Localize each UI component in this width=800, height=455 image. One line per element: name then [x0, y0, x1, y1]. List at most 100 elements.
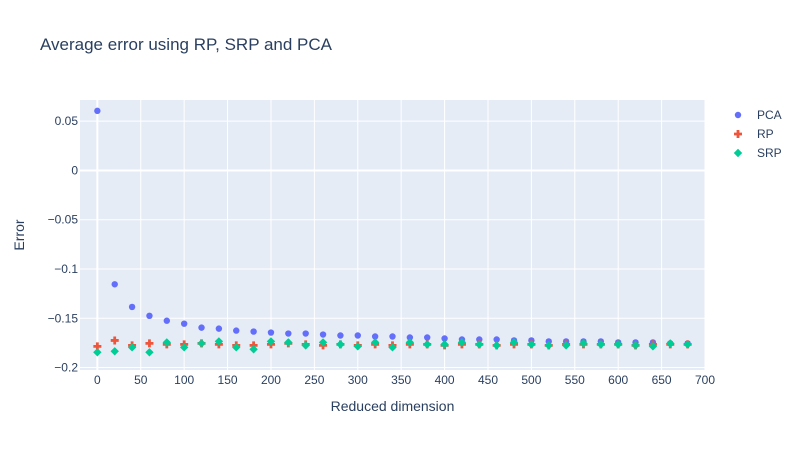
y-tick-label: −0.15	[48, 311, 79, 325]
pca-point[interactable]	[424, 334, 431, 341]
srp-point[interactable]	[266, 337, 276, 346]
x-axis-ticks: 0 50 100 150 200 250 300 350 400 450 500 550 600 650 7…	[94, 373, 715, 387]
srp-point[interactable]	[353, 342, 362, 351]
srp-point[interactable]	[370, 338, 380, 347]
chart-title: Average error using RP, SRP and PCA	[40, 35, 333, 54]
srp-point[interactable]	[492, 341, 501, 350]
x-tick-label: 650	[652, 373, 672, 387]
x-tick-label: 350	[391, 373, 411, 387]
pca-point[interactable]	[233, 327, 240, 334]
x-tick-label: 550	[565, 373, 585, 387]
srp-point[interactable]	[197, 339, 206, 348]
pca-point[interactable]	[250, 328, 257, 335]
legend-symbol[interactable]	[734, 111, 742, 119]
srp-point[interactable]	[683, 340, 692, 349]
legend-label: PCA	[757, 108, 782, 122]
srp-point[interactable]	[631, 341, 640, 350]
pca-point[interactable]	[163, 317, 171, 324]
pca-point[interactable]	[354, 332, 361, 339]
gridlines	[80, 100, 706, 370]
srp-point[interactable]	[145, 348, 154, 357]
pca-point[interactable]	[128, 303, 136, 311]
srp-point[interactable]	[579, 339, 588, 348]
srp-point[interactable]	[405, 338, 415, 347]
rp-point[interactable]	[145, 339, 154, 348]
y-tick-label: 0.05	[55, 114, 79, 128]
pca-point[interactable]	[371, 333, 379, 340]
srp-point[interactable]	[544, 341, 553, 350]
pca-point[interactable]	[285, 330, 292, 337]
pca-point[interactable]	[337, 332, 344, 339]
pca-point[interactable]	[94, 107, 101, 115]
pca-point[interactable]	[180, 320, 188, 327]
srp-point[interactable]	[440, 340, 449, 349]
srp-point[interactable]	[284, 338, 293, 347]
srp-point[interactable]	[214, 337, 224, 346]
pca-point[interactable]	[476, 336, 483, 343]
srp-point[interactable]	[509, 338, 519, 347]
pca-point[interactable]	[111, 281, 118, 288]
srp-point[interactable]	[561, 341, 571, 350]
srp-point[interactable]	[423, 340, 432, 349]
legend-symbol[interactable]	[733, 148, 743, 158]
srp-point[interactable]	[301, 341, 310, 350]
x-tick-label: 50	[134, 373, 148, 387]
rp-point[interactable]	[110, 336, 119, 345]
srp-point[interactable]	[457, 338, 467, 347]
y-tick-label: −0.1	[54, 262, 78, 276]
pca-point[interactable]	[198, 324, 205, 331]
x-axis-label: Reduced dimension	[331, 398, 455, 414]
x-tick-label: 450	[478, 373, 498, 387]
srp-point[interactable]	[596, 340, 606, 349]
srp-point[interactable]	[648, 342, 658, 351]
x-tick-label: 500	[521, 373, 541, 387]
pca-point[interactable]	[406, 334, 414, 341]
srp-point[interactable]	[162, 338, 172, 347]
srp-point[interactable]	[666, 339, 675, 348]
y-tick-label: −0.2	[54, 361, 78, 375]
legend-item-rp[interactable]: RP	[734, 127, 774, 141]
pca-point[interactable]	[319, 331, 327, 338]
srp-point[interactable]	[388, 343, 397, 352]
y-tick-label: −0.05	[48, 213, 79, 227]
srp-point[interactable]	[527, 340, 536, 349]
legend-label: SRP	[757, 146, 782, 160]
srp-point[interactable]	[232, 343, 241, 352]
y-axis-label: Error	[11, 219, 27, 250]
series-srp	[93, 337, 692, 357]
y-axis-ticks: 0.05 0 −0.05 −0.1 −0.15 −0.2	[48, 114, 79, 374]
legend: PCA RP SRP	[733, 108, 782, 160]
srp-point[interactable]	[127, 343, 137, 352]
srp-point[interactable]	[613, 340, 623, 349]
legend-item-pca[interactable]: PCA	[734, 108, 782, 122]
legend-item-srp[interactable]: SRP	[733, 146, 782, 160]
pca-point[interactable]	[493, 336, 500, 343]
x-tick-label: 300	[348, 373, 368, 387]
y-tick-label: 0	[71, 163, 78, 177]
srp-point[interactable]	[475, 340, 484, 349]
srp-point[interactable]	[179, 343, 189, 352]
legend-label: RP	[757, 127, 774, 141]
x-tick-label: 150	[218, 373, 238, 387]
srp-point[interactable]	[249, 345, 258, 354]
srp-point[interactable]	[318, 338, 328, 347]
srp-point[interactable]	[93, 348, 102, 357]
srp-point[interactable]	[336, 340, 345, 349]
pca-point[interactable]	[389, 333, 396, 340]
x-tick-label: 700	[695, 373, 715, 387]
plot-background[interactable]	[80, 100, 705, 370]
pca-point[interactable]	[441, 335, 448, 342]
pca-point[interactable]	[215, 325, 223, 332]
legend-symbol[interactable]	[734, 130, 742, 138]
x-tick-label: 0	[94, 373, 101, 387]
x-tick-label: 250	[304, 373, 324, 387]
rp-point[interactable]	[93, 342, 102, 351]
x-tick-label: 100	[174, 373, 194, 387]
x-tick-label: 600	[608, 373, 628, 387]
pca-point[interactable]	[267, 329, 275, 336]
srp-point[interactable]	[110, 347, 119, 356]
pca-point[interactable]	[146, 312, 153, 320]
pca-point[interactable]	[302, 330, 309, 337]
